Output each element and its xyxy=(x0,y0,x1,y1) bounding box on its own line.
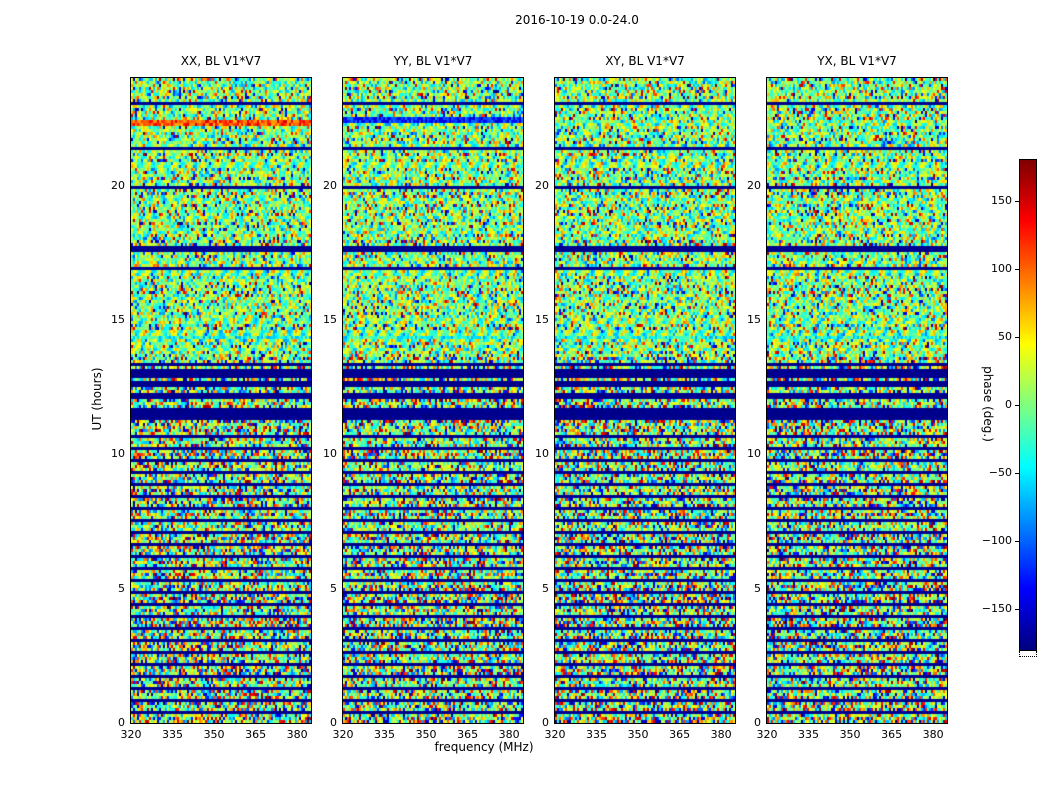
x-tick-label: 365 xyxy=(245,728,267,741)
y-tick-label: 10 xyxy=(535,447,549,461)
y-tick-label: 10 xyxy=(111,447,125,461)
colorbar-tick-label: 50 xyxy=(998,329,1012,343)
panel-xx: XX, BL V1*V7 xyxy=(130,54,312,724)
y-tick-label: 0 xyxy=(542,716,549,729)
x-tick-label: 320 xyxy=(332,728,354,741)
colorbar xyxy=(1019,159,1037,651)
y-tick-label: 20 xyxy=(323,178,337,192)
panel-yy: YY, BL V1*V7 xyxy=(342,54,524,724)
panel-title-xx: XX, BL V1*V7 xyxy=(180,54,262,68)
y-tick-label: 10 xyxy=(747,447,761,461)
panel-xy: XY, BL V1*V7 xyxy=(554,54,736,724)
colorbar-tick-label: 150 xyxy=(991,193,1012,207)
y-axis-label: UT (hours) xyxy=(90,367,104,431)
x-tick-label: 380 xyxy=(922,728,944,741)
x-tick-label: 365 xyxy=(457,728,479,741)
y-tick-label: 20 xyxy=(111,178,125,192)
y-tick-label: 20 xyxy=(747,178,761,192)
x-tick-label: 380 xyxy=(710,728,732,741)
x-axis-label: frequency (MHz) xyxy=(434,740,534,754)
colorbar-tick-mark xyxy=(1015,337,1020,338)
x-tick-label: 380 xyxy=(498,728,520,741)
x-tick-label: 335 xyxy=(798,728,820,741)
colorbar-tick-mark xyxy=(1015,269,1020,270)
x-tick-label: 320 xyxy=(756,728,778,741)
colorbar-tick-mark xyxy=(1015,609,1020,610)
colorbar-tick-label: −150 xyxy=(981,602,1012,616)
x-tick-label: 335 xyxy=(374,728,396,741)
figure-title: 2016-10-19 0.0-24.0 xyxy=(515,13,639,27)
y-tick-label: 5 xyxy=(754,581,761,595)
colorbar-tick-mark xyxy=(1015,201,1020,202)
colorbar-tick-mark xyxy=(1015,541,1020,542)
y-tick-label: 20 xyxy=(535,178,549,192)
heatmap-canvas-yy xyxy=(342,77,524,724)
heatmap-canvas-xy xyxy=(554,77,736,724)
colorbar-extend xyxy=(1019,651,1037,657)
y-tick-label: 5 xyxy=(118,581,125,595)
x-tick-label: 320 xyxy=(544,728,566,741)
y-tick-label: 10 xyxy=(323,447,337,461)
y-tick-label: 15 xyxy=(535,312,549,326)
y-tick-label: 5 xyxy=(330,581,337,595)
heatmap-canvas-yx xyxy=(766,77,948,724)
x-tick-label: 320 xyxy=(120,728,142,741)
x-tick-label: 350 xyxy=(627,728,649,741)
y-tick-label: 15 xyxy=(323,312,337,326)
colorbar-tick-mark xyxy=(1015,473,1020,474)
panel-title-xy: XY, BL V1*V7 xyxy=(605,54,685,68)
panel-title-yy: YY, BL V1*V7 xyxy=(393,54,473,68)
x-tick-label: 350 xyxy=(203,728,225,741)
heatmap-canvas-xx xyxy=(130,77,312,724)
x-tick-label: 335 xyxy=(162,728,184,741)
panel-yx: YX, BL V1*V7 xyxy=(766,54,948,724)
x-tick-label: 380 xyxy=(286,728,308,741)
y-tick-label: 15 xyxy=(111,312,125,326)
panel-title-yx: YX, BL V1*V7 xyxy=(817,54,897,68)
y-tick-label: 0 xyxy=(754,716,761,729)
y-tick-label: 15 xyxy=(747,312,761,326)
y-tick-label: 0 xyxy=(118,716,125,729)
x-tick-label: 365 xyxy=(881,728,903,741)
x-tick-label: 350 xyxy=(839,728,861,741)
colorbar-tick-label: −100 xyxy=(981,534,1012,548)
x-tick-label: 350 xyxy=(415,728,437,741)
colorbar-tick-mark xyxy=(1015,405,1020,406)
colorbar-tick-label: −50 xyxy=(988,466,1012,480)
x-tick-label: 365 xyxy=(669,728,691,741)
y-tick-label: 0 xyxy=(330,716,337,729)
colorbar-tick-label: 0 xyxy=(1005,398,1012,411)
colorbar-tick-label: 100 xyxy=(991,261,1012,275)
y-tick-label: 5 xyxy=(542,581,549,595)
x-tick-label: 335 xyxy=(586,728,608,741)
